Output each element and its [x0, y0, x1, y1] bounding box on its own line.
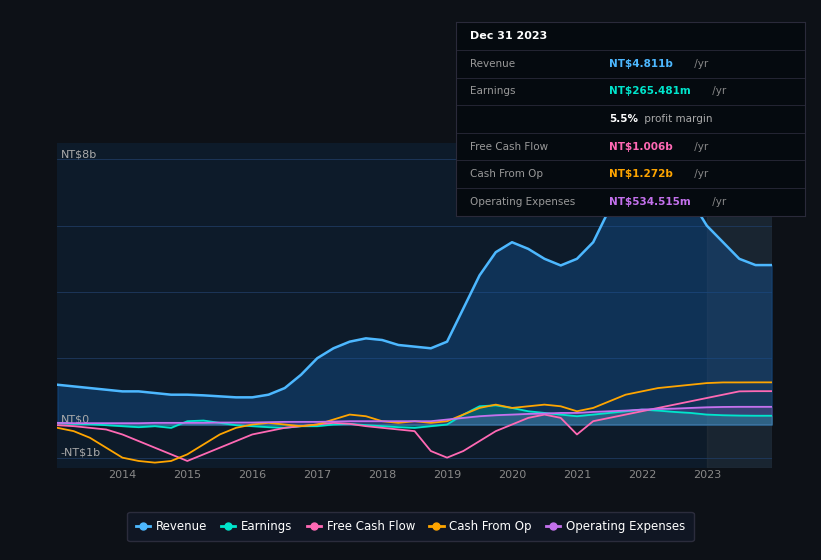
Text: -NT$1b: -NT$1b	[61, 447, 101, 458]
Text: profit margin: profit margin	[640, 114, 712, 124]
Text: 2016: 2016	[238, 470, 266, 479]
Text: /yr: /yr	[709, 197, 727, 207]
Text: 2020: 2020	[498, 470, 526, 479]
Text: 2014: 2014	[108, 470, 136, 479]
Text: NT$1.272b: NT$1.272b	[609, 169, 673, 179]
Text: /yr: /yr	[690, 169, 708, 179]
Legend: Revenue, Earnings, Free Cash Flow, Cash From Op, Operating Expenses: Revenue, Earnings, Free Cash Flow, Cash …	[127, 512, 694, 541]
Text: NT$265.481m: NT$265.481m	[609, 86, 691, 96]
Text: NT$4.811b: NT$4.811b	[609, 59, 673, 69]
Text: Free Cash Flow: Free Cash Flow	[470, 142, 548, 152]
Text: /yr: /yr	[709, 86, 727, 96]
Text: /yr: /yr	[690, 142, 708, 152]
Text: NT$8b: NT$8b	[61, 150, 97, 160]
Text: NT$0: NT$0	[61, 414, 89, 424]
Text: NT$1.006b: NT$1.006b	[609, 142, 673, 152]
Text: 2019: 2019	[433, 470, 461, 479]
Text: 2021: 2021	[563, 470, 591, 479]
Text: NT$534.515m: NT$534.515m	[609, 197, 691, 207]
Text: 5.5%: 5.5%	[609, 114, 638, 124]
Text: 2015: 2015	[173, 470, 201, 479]
Text: Earnings: Earnings	[470, 86, 515, 96]
Text: Dec 31 2023: Dec 31 2023	[470, 31, 547, 41]
Text: /yr: /yr	[690, 59, 708, 69]
Text: Operating Expenses: Operating Expenses	[470, 197, 575, 207]
Text: 2022: 2022	[628, 470, 656, 479]
Text: Cash From Op: Cash From Op	[470, 169, 543, 179]
Text: 2023: 2023	[693, 470, 721, 479]
Text: 2018: 2018	[368, 470, 397, 479]
Text: 2017: 2017	[303, 470, 332, 479]
Text: Revenue: Revenue	[470, 59, 515, 69]
Bar	[707, 143, 772, 468]
